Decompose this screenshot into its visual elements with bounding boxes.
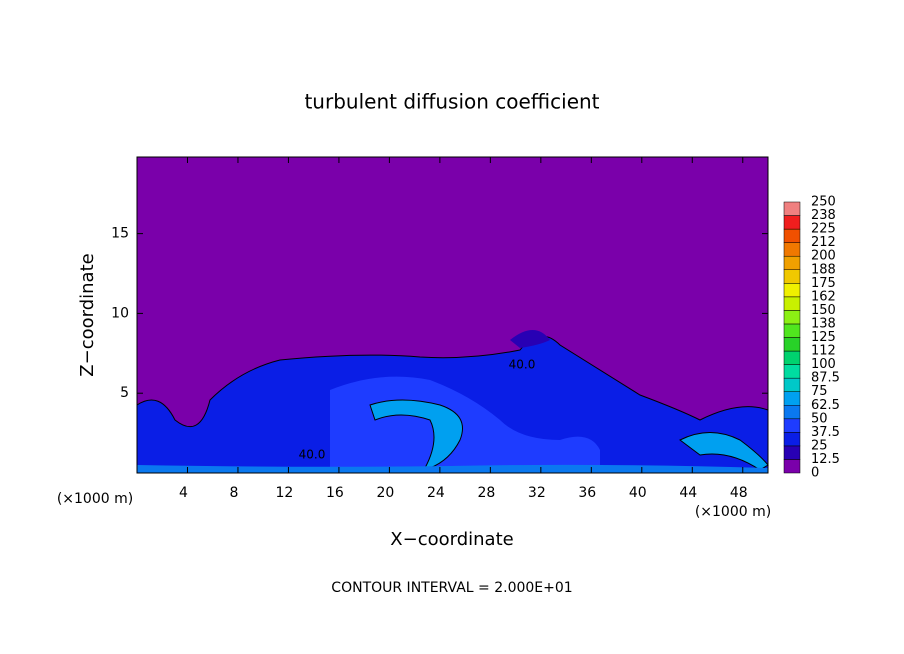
colorbar-label: 50 xyxy=(811,411,828,426)
colorbar-label: 75 xyxy=(811,384,828,399)
y-axis-label: Z−coordinate xyxy=(77,253,98,376)
field-region xyxy=(510,330,550,348)
y-tick-label: 10 xyxy=(111,305,129,321)
plot-frame xyxy=(136,156,769,474)
colorbar-box xyxy=(783,310,801,325)
colorbar-label: 200 xyxy=(811,249,836,264)
x-tick-label: 48 xyxy=(730,485,748,501)
colorbar-box xyxy=(783,296,801,311)
colorbar-label: 12.5 xyxy=(811,452,840,467)
colorbar-box xyxy=(783,201,801,216)
colorbar-label: 37.5 xyxy=(811,425,840,440)
field-region xyxy=(369,399,463,469)
colorbar-label: 238 xyxy=(811,208,836,223)
footer: CONTOUR INTERVAL = 2.000E+01 xyxy=(331,580,572,596)
x-tick-label: 40 xyxy=(629,485,647,501)
x-tick-label: 32 xyxy=(528,485,546,501)
contour-label: 40.0 xyxy=(299,448,326,462)
colorbar-box xyxy=(783,269,801,284)
colorbar-label: 0 xyxy=(811,466,819,481)
colorbar-label: 25 xyxy=(811,438,828,453)
colorbar-box xyxy=(783,337,801,352)
colorbar-label: 225 xyxy=(811,222,836,237)
colorbar-label: 162 xyxy=(811,289,836,304)
colorbar-box xyxy=(783,391,801,406)
colorbar-box xyxy=(783,228,801,243)
x-tick-label: 8 xyxy=(229,485,238,501)
colorbar-label: 100 xyxy=(811,357,836,372)
colorbar-box xyxy=(783,283,801,298)
colorbar-label: 87.5 xyxy=(811,371,840,386)
colorbar-box xyxy=(783,432,801,447)
chart-title: turbulent diffusion coefficient xyxy=(304,90,599,114)
x-tick-label: 44 xyxy=(679,485,697,501)
colorbar-label: 62.5 xyxy=(811,398,840,413)
x-unit: (×1000 m) xyxy=(57,491,133,507)
contour-label: 40.0 xyxy=(509,358,536,372)
x-tick-label: 16 xyxy=(326,485,344,501)
colorbar-box xyxy=(783,323,801,338)
field-region xyxy=(679,432,769,471)
colorbar-label: 212 xyxy=(811,235,836,250)
x-axis-label: X−coordinate xyxy=(390,529,513,550)
colorbar-label: 112 xyxy=(811,344,836,359)
x-unit: (×1000 m) xyxy=(695,504,771,520)
colorbar-box xyxy=(783,459,801,474)
colorbar-label: 250 xyxy=(811,195,836,210)
x-tick-label: 28 xyxy=(477,485,495,501)
x-tick-label: 12 xyxy=(276,485,294,501)
colorbar-label: 175 xyxy=(811,276,836,291)
colorbar-label: 150 xyxy=(811,303,836,318)
colorbar-box xyxy=(783,405,801,420)
x-tick-label: 4 xyxy=(179,485,188,501)
y-tick-label: 5 xyxy=(120,385,129,401)
plot-area: 40.0 40.0 xyxy=(136,156,769,474)
x-tick-label: 24 xyxy=(427,485,445,501)
colorbar-label: 138 xyxy=(811,316,836,331)
colorbar-box xyxy=(783,418,801,433)
x-tick-label: 20 xyxy=(376,485,394,501)
colorbar-box xyxy=(783,445,801,460)
colorbar-box xyxy=(783,242,801,257)
colorbar-box xyxy=(783,377,801,392)
y-tick-label: 15 xyxy=(111,226,129,242)
colorbar-label: 125 xyxy=(811,330,836,345)
colorbar-box xyxy=(783,364,801,379)
colorbar-label: 188 xyxy=(811,262,836,277)
colorbar-box xyxy=(783,215,801,230)
x-tick-label: 36 xyxy=(578,485,596,501)
field-region xyxy=(137,464,768,473)
colorbar-box xyxy=(783,350,801,365)
colorbar-box xyxy=(783,255,801,271)
